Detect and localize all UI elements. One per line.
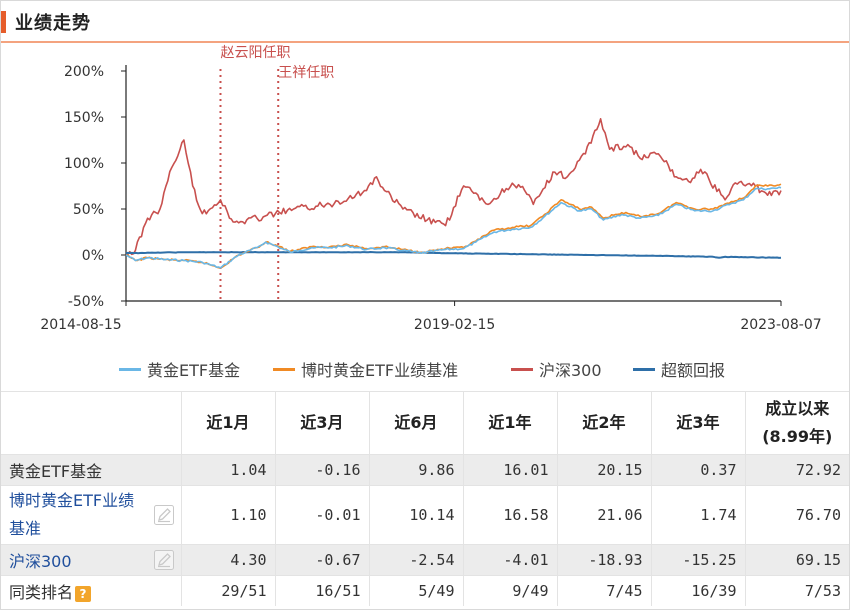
header-1m: 近1月 [181, 391, 276, 455]
cell-value: -18.93 [557, 544, 652, 576]
cell-value: -4.01 [463, 544, 558, 576]
cell-value: 16.01 [463, 454, 558, 486]
panel-header: 业绩走势 [1, 1, 849, 43]
header-1y: 近1年 [463, 391, 558, 455]
y-tick-label: 0% [82, 248, 104, 264]
edit-icon[interactable] [153, 504, 175, 526]
cell-value: 0.37 [651, 454, 746, 486]
cell-value: 1.10 [181, 485, 276, 545]
header-6m: 近6月 [369, 391, 464, 455]
cell-value: 20.15 [557, 454, 652, 486]
header-3y: 近3年 [651, 391, 746, 455]
header-3m: 近3月 [275, 391, 370, 455]
legend-item-benchmark[interactable]: 博时黄金ETF业绩基准 [273, 358, 458, 380]
cell-value: -15.25 [651, 544, 746, 576]
cell-value: 1.74 [651, 485, 746, 545]
cell-value: -2.54 [369, 544, 464, 576]
table-row-rank: 同类排名? 29/51 16/51 5/49 9/49 7/45 16/39 7… [1, 575, 849, 606]
x-tick-label: 2014-08-15 [40, 317, 121, 333]
y-tick-label: 50% [73, 202, 104, 218]
series-line-hs300 [125, 118, 782, 256]
legend-label-hs300: 沪深300 [539, 361, 602, 380]
row-name-hs300-label[interactable]: 沪深300 [9, 552, 72, 571]
header-2y: 近2年 [557, 391, 652, 455]
cell-value: 21.06 [557, 485, 652, 545]
table-row-hs300: 沪深300 4.30 -0.67 -2.54 -4.01 -18.93 -15.… [1, 544, 849, 576]
cell-value: 4.30 [181, 544, 276, 576]
legend-item-excess[interactable]: 超额回报 [633, 358, 725, 380]
legend-swatch-fund [119, 367, 141, 371]
legend-label-fund: 黄金ETF基金 [147, 361, 241, 380]
cell-value: 69.15 [745, 544, 849, 576]
chart-legend: 黄金ETF基金 博时黄金ETF业绩基准 沪深300 超额回报 [1, 356, 849, 382]
edit-icon[interactable] [153, 549, 175, 571]
y-tick-label: -50% [68, 294, 104, 310]
cell-value: -0.67 [275, 544, 370, 576]
cell-value: 16.58 [463, 485, 558, 545]
row-name-benchmark[interactable]: 博时黄金ETF业绩基准 [1, 485, 182, 545]
header-since-inception: 成立以来 (8.99年) [745, 391, 849, 455]
legend-item-fund[interactable]: 黄金ETF基金 [119, 358, 240, 380]
table-header-row: 近1月 近3月 近6月 近1年 近2年 近3年 成立以来 (8.99年) [1, 391, 849, 455]
tenure-marker-label: 王祥任职 [278, 65, 334, 81]
cell-value: 16/39 [651, 575, 746, 606]
y-tick-label: 200% [64, 64, 104, 80]
cell-value: 29/51 [181, 575, 276, 606]
legend-item-hs300[interactable]: 沪深300 [511, 358, 602, 380]
cell-value: 1.04 [181, 454, 276, 486]
performance-chart: 200% 150% 100% 50% 0% -50% 2014-08-15 2019-02-1… [40, 45, 821, 333]
row-name-rank: 同类排名? [1, 575, 182, 606]
header-accent-bar [1, 11, 6, 33]
y-tick-label: 100% [64, 156, 104, 172]
row-name-benchmark-label[interactable]: 博时黄金ETF业绩基准 [9, 491, 135, 538]
legend-label-benchmark: 博时黄金ETF业绩基准 [301, 361, 459, 380]
legend-swatch-benchmark [273, 367, 295, 371]
cell-value: 5/49 [369, 575, 464, 606]
cell-value: 9.86 [369, 454, 464, 486]
performance-table: 近1月 近3月 近6月 近1年 近2年 近3年 成立以来 (8.99年) 黄金E… [1, 391, 849, 606]
header-divider [1, 41, 849, 43]
cell-value: 72.92 [745, 454, 849, 486]
panel-title: 业绩走势 [15, 13, 91, 34]
cell-value: 7/45 [557, 575, 652, 606]
y-tick-label: 150% [64, 110, 104, 126]
row-name-fund: 黄金ETF基金 [1, 454, 182, 486]
header-since-inception-years: (8.99年) [762, 427, 833, 446]
row-name-rank-label: 同类排名 [9, 583, 74, 602]
legend-label-excess: 超额回报 [661, 361, 726, 380]
cell-value: -0.16 [275, 454, 370, 486]
cell-value: 76.70 [745, 485, 849, 545]
row-name-hs300[interactable]: 沪深300 [1, 544, 182, 576]
cell-value: 10.14 [369, 485, 464, 545]
series-line-fund [125, 186, 782, 269]
cell-value: 7/53 [745, 575, 849, 606]
table-row-fund: 黄金ETF基金 1.04 -0.16 9.86 16.01 20.15 0.37… [1, 454, 849, 486]
cell-value: 16/51 [275, 575, 370, 606]
tenure-marker-label: 赵云阳任职 [220, 45, 290, 61]
header-since-inception-label: 成立以来 [765, 399, 830, 418]
cell-value: -0.01 [275, 485, 370, 545]
series-line-excess [125, 251, 782, 259]
legend-swatch-hs300 [511, 367, 533, 371]
header-corner [1, 391, 182, 455]
legend-swatch-excess [633, 367, 655, 371]
help-icon[interactable]: ? [75, 585, 92, 602]
x-tick-label: 2019-02-15 [414, 317, 495, 333]
x-tick-label: 2023-08-07 [740, 317, 821, 333]
cell-value: 9/49 [463, 575, 558, 606]
table-row-benchmark: 博时黄金ETF业绩基准 1.10 -0.01 10.14 16.58 21.06… [1, 485, 849, 545]
